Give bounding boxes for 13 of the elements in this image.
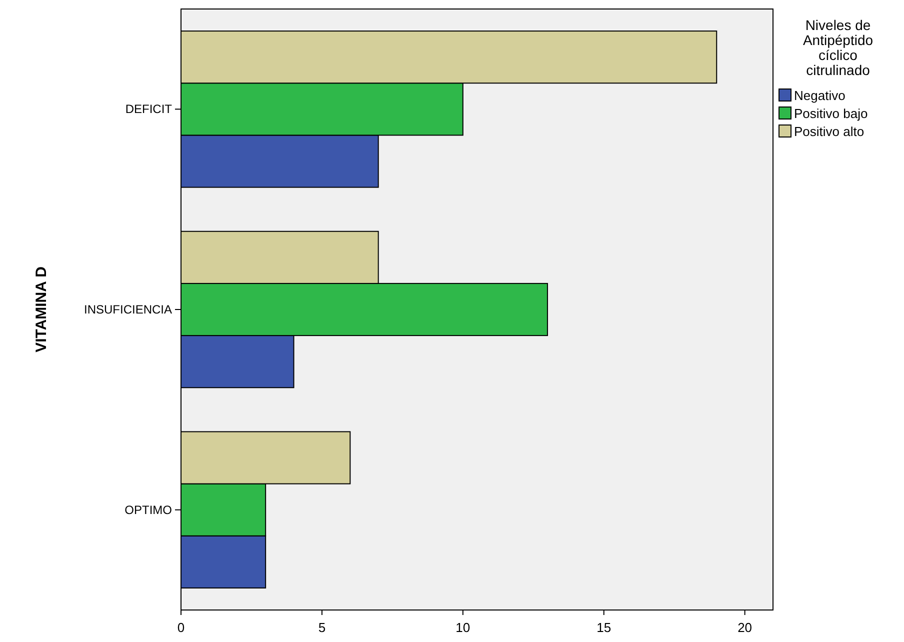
y-tick-label: DEFICIT	[125, 102, 173, 116]
legend-title: Niveles de Antipéptido cíclico citrulinado	[802, 17, 874, 78]
x-tick-label: 5	[318, 620, 326, 635]
x-tick-label: 10	[456, 620, 470, 635]
x-tick-label: 20	[738, 620, 752, 635]
x-tick-label: 15	[596, 620, 612, 635]
legend-label: Negativo	[794, 88, 846, 103]
y-tick-label: OPTIMO	[124, 502, 172, 517]
legend-label: Positivo bajo	[794, 106, 868, 121]
y-axis-title: VITAMINA D	[33, 266, 50, 352]
y-tick-label: INSUFICIENCIA	[84, 302, 172, 316]
legend-label: Positivo alto	[794, 124, 864, 139]
x-tick-label: 0	[177, 620, 185, 635]
